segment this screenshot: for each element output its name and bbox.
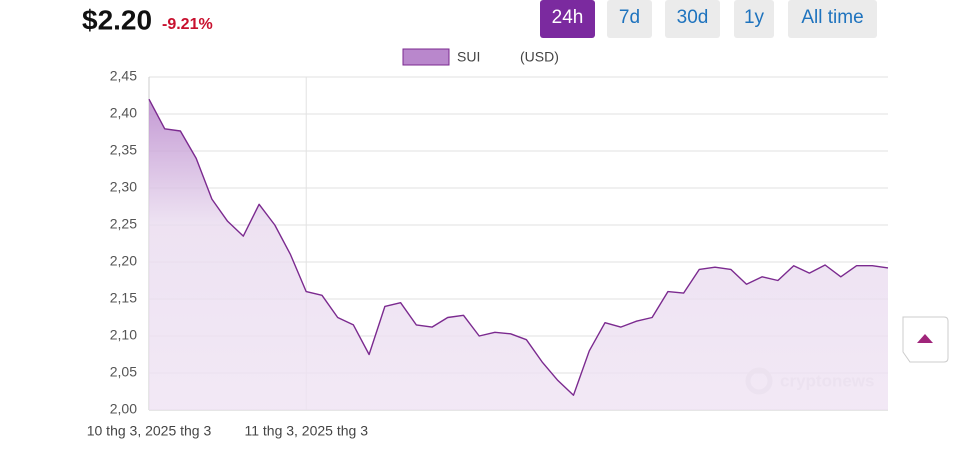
y-tick-label: 2,10 bbox=[110, 327, 137, 343]
range-button-bg bbox=[607, 0, 652, 38]
range-button-label[interactable]: 24h bbox=[552, 7, 584, 28]
range-button[interactable]: 7d bbox=[607, 0, 652, 38]
legend-label: SUI bbox=[457, 49, 480, 65]
range-button-bg bbox=[788, 0, 877, 38]
x-tick-label: 11 thg 3, 2025 thg 3 bbox=[244, 423, 368, 439]
y-tick-label: 2,45 bbox=[110, 68, 137, 84]
y-tick-label: 2,05 bbox=[110, 364, 137, 380]
range-button-bg bbox=[734, 0, 774, 38]
y-tick-label: 2,30 bbox=[110, 179, 137, 195]
range-button-label[interactable]: 30d bbox=[677, 7, 709, 28]
range-button[interactable]: 1y bbox=[734, 0, 774, 38]
y-tick-label: 2,40 bbox=[110, 105, 137, 121]
range-button-label[interactable]: 7d bbox=[619, 7, 640, 28]
price-change: -9.21% bbox=[162, 16, 213, 33]
unit-label: (USD) bbox=[520, 49, 559, 65]
range-button-label[interactable]: 1y bbox=[744, 7, 765, 28]
legend-swatch bbox=[402, 48, 450, 66]
range-button[interactable]: All time bbox=[788, 0, 877, 38]
x-tick-label: 10 thg 3, 2025 thg 3 bbox=[87, 423, 212, 439]
y-tick-label: 2,35 bbox=[110, 142, 137, 158]
range-button[interactable]: 30d bbox=[665, 0, 720, 38]
scroll-top-button[interactable] bbox=[902, 316, 949, 363]
y-tick-label: 2,15 bbox=[110, 290, 137, 306]
range-button-label[interactable]: All time bbox=[801, 7, 863, 28]
price-line bbox=[148, 98, 889, 396]
price: $2.20 bbox=[82, 4, 152, 35]
y-tick-label: 2,00 bbox=[110, 401, 137, 417]
range-button[interactable]: 24h bbox=[540, 0, 595, 38]
y-tick-label: 2,20 bbox=[110, 253, 137, 269]
range-button-bg bbox=[540, 0, 595, 38]
range-button-bg bbox=[665, 0, 720, 38]
y-tick-label: 2,25 bbox=[110, 216, 137, 232]
area-fill bbox=[149, 99, 888, 410]
